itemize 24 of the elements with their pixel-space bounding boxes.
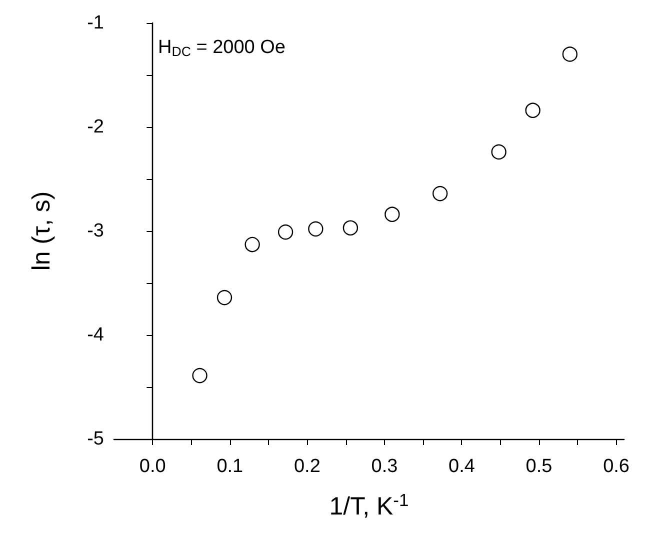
y-tick-label: -2: [87, 116, 104, 138]
y-tick-label: -4: [87, 324, 104, 346]
point: [278, 224, 294, 240]
point: [216, 290, 232, 306]
point: [342, 220, 358, 236]
point: [308, 221, 324, 237]
x-tick-label: 0.2: [294, 456, 320, 477]
x-tick-label: 0.5: [526, 456, 552, 477]
x-tick-label: 0.4: [448, 456, 476, 477]
point: [384, 206, 400, 222]
point: [244, 236, 260, 252]
x-tick-label: 0.0: [139, 456, 166, 477]
y-axis-title: ln (τ, s): [28, 191, 56, 271]
y-tick-label: -1: [87, 12, 104, 34]
point: [562, 46, 578, 62]
x-tick-label: 0.6: [603, 456, 630, 477]
point: [525, 102, 540, 118]
point: [192, 368, 208, 384]
point: [491, 144, 506, 160]
point: [432, 186, 448, 202]
y-tick-label: -3: [87, 220, 104, 242]
x-tick-label: 0.1: [216, 456, 244, 477]
x-tick-label: 0.3: [371, 456, 398, 477]
y-tick-label: -5: [87, 428, 104, 450]
